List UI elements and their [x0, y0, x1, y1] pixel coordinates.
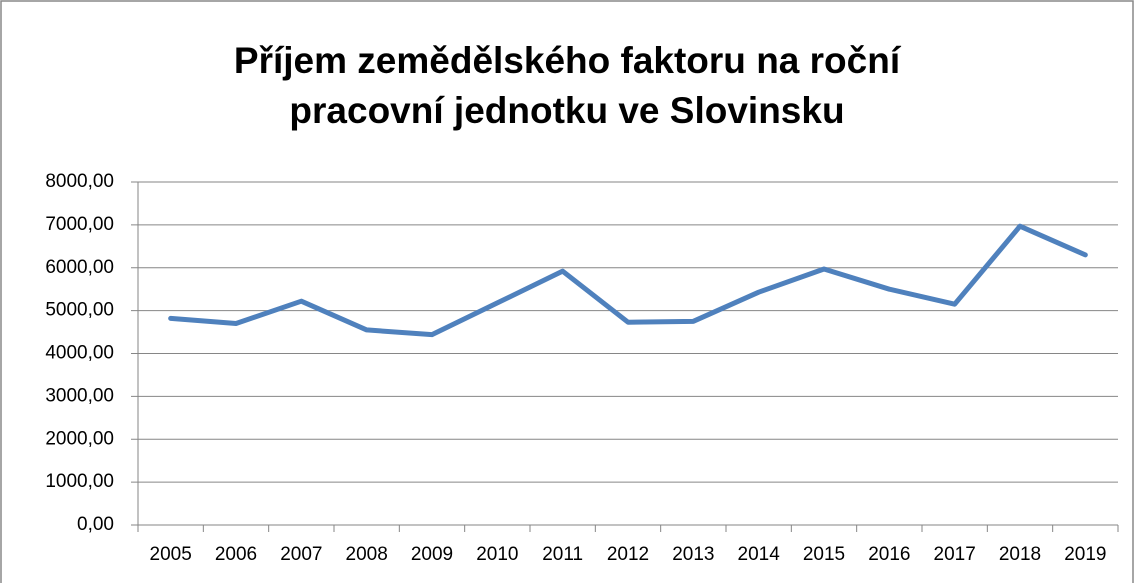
x-tick-label: 2008 [346, 544, 388, 565]
x-tick-label: 2019 [1064, 544, 1106, 565]
x-tick-label: 2009 [411, 544, 453, 565]
x-tick-label: 2017 [934, 544, 976, 565]
y-tick-label: 0,00 [77, 514, 114, 535]
x-tick-label: 2018 [999, 544, 1041, 565]
x-tick-label: 2014 [738, 544, 781, 565]
y-tick-label: 1000,00 [45, 471, 114, 492]
y-tick-label: 6000,00 [45, 257, 114, 278]
x-tick-label: 2007 [280, 544, 322, 565]
x-tick-label: 2012 [607, 544, 649, 565]
y-tick-label: 5000,00 [45, 300, 114, 321]
x-tick-label: 2005 [150, 544, 192, 565]
x-tick-label: 2006 [215, 544, 257, 565]
x-tick-label: 2015 [803, 544, 845, 565]
x-tick-label: 2013 [672, 544, 714, 565]
chart-title: Příjem zemědělského faktoru na roční pra… [233, 40, 901, 131]
x-tick-label: 2010 [476, 544, 518, 565]
x-tick-label: 2011 [542, 544, 583, 565]
x-tick-label: 2016 [868, 544, 910, 565]
y-tick-label: 2000,00 [45, 428, 114, 449]
y-tick-label: 7000,00 [45, 214, 114, 235]
data-line [168, 223, 1088, 338]
y-tick-label: 3000,00 [45, 385, 114, 406]
y-tick-label: 8000,00 [45, 171, 114, 192]
y-tick-label: 4000,00 [45, 343, 114, 364]
